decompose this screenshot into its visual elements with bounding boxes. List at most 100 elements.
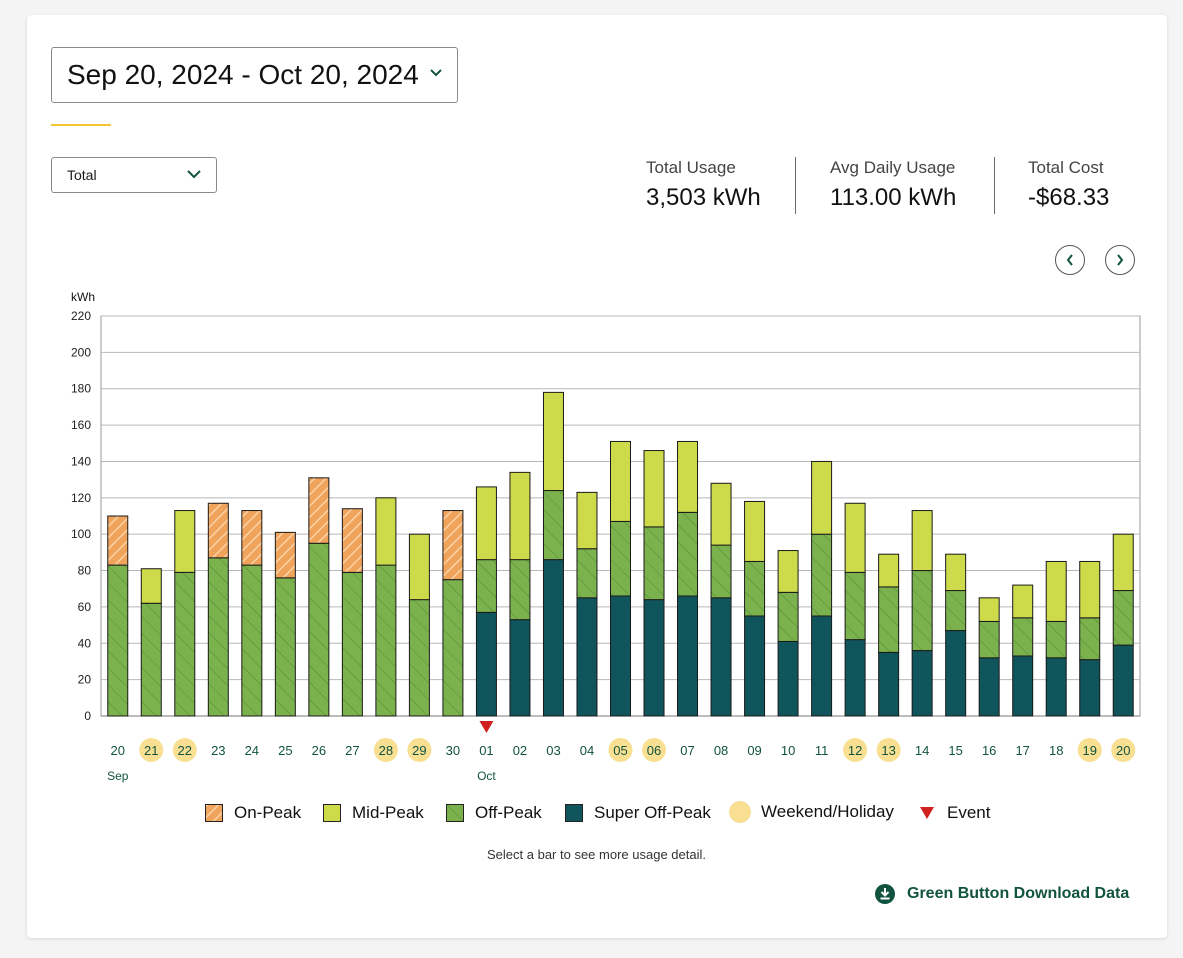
bar-segment-super-off-peak[interactable] [777,640,799,717]
bar-group[interactable] [610,440,631,717]
bar-segment-super-off-peak[interactable] [978,657,1000,717]
bar-segment-mid-peak[interactable] [509,471,531,561]
bar-group[interactable] [274,531,296,717]
bar-group[interactable] [744,500,766,717]
bar-segment-off-peak[interactable] [1112,590,1134,646]
bar-segment-super-off-peak[interactable] [677,595,699,717]
bar-segment-on-peak[interactable] [207,502,229,559]
bar-group[interactable] [1079,560,1101,717]
bar-segment-off-peak[interactable] [442,579,464,717]
bar-segment-mid-peak[interactable] [744,500,766,562]
bar-segment-off-peak[interactable] [107,564,129,717]
bar-group[interactable] [1012,584,1034,717]
bar-segment-mid-peak[interactable] [911,510,933,572]
bar-segment-on-peak[interactable] [107,515,129,566]
bar-group[interactable] [241,510,263,717]
bar-segment-mid-peak[interactable] [610,440,631,522]
bar-group[interactable] [375,497,397,717]
bar-group[interactable] [777,550,799,717]
bar-group[interactable] [308,477,330,717]
bar-segment-mid-peak[interactable] [777,550,799,593]
bar-segment-off-peak[interactable] [945,590,967,632]
bar-segment-off-peak[interactable] [475,559,497,613]
bar-segment-super-off-peak[interactable] [911,650,933,717]
bar-segment-off-peak[interactable] [744,560,766,617]
bar-segment-off-peak[interactable] [978,620,1000,659]
bar-segment-super-off-peak[interactable] [710,597,732,717]
bar-segment-off-peak[interactable] [207,557,229,717]
bar-group[interactable] [174,510,196,717]
bar-group[interactable] [442,510,464,717]
bar-segment-off-peak[interactable] [241,564,263,717]
bar-group[interactable] [978,597,1000,717]
bar-segment-off-peak[interactable] [844,571,866,641]
bar-segment-super-off-peak[interactable] [643,599,665,717]
bar-segment-off-peak[interactable] [576,548,598,599]
bar-segment-off-peak[interactable] [677,511,699,597]
bar-segment-mid-peak[interactable] [1079,560,1101,619]
green-button-download-link[interactable]: Green Button Download Data [875,884,1129,904]
bar-segment-off-peak[interactable] [274,577,296,717]
bar-group[interactable] [542,391,564,717]
bar-segment-mid-peak[interactable] [408,533,430,601]
bar-segment-super-off-peak[interactable] [1045,657,1067,717]
bar-segment-mid-peak[interactable] [1045,560,1067,622]
bar-segment-off-peak[interactable] [710,544,732,599]
bar-group[interactable] [710,482,732,717]
bar-segment-off-peak[interactable] [408,599,430,717]
bar-segment-super-off-peak[interactable] [844,639,866,717]
bar-group[interactable] [811,460,833,717]
bar-segment-off-peak[interactable] [1012,617,1034,657]
bar-segment-off-peak[interactable] [341,571,363,717]
bar-segment-mid-peak[interactable] [844,502,866,573]
bar-segment-on-peak[interactable] [341,508,363,573]
bar-group[interactable] [643,450,665,717]
bar-segment-on-peak[interactable] [274,531,296,579]
bar-segment-super-off-peak[interactable] [509,619,531,717]
bar-segment-mid-peak[interactable] [1012,584,1034,619]
bar-segment-off-peak[interactable] [643,526,665,601]
bar-segment-super-off-peak[interactable] [744,615,766,717]
bar-segment-off-peak[interactable] [811,533,833,617]
bar-segment-super-off-peak[interactable] [811,615,833,717]
bar-group[interactable] [576,491,598,717]
bar-segment-on-peak[interactable] [442,510,464,581]
bar-segment-mid-peak[interactable] [542,391,564,492]
bar-segment-mid-peak[interactable] [878,553,900,588]
bar-segment-super-off-peak[interactable] [945,630,967,717]
bar-group[interactable] [341,508,363,717]
bar-segment-off-peak[interactable] [509,559,531,621]
bar-group[interactable] [911,510,933,717]
bar-segment-off-peak[interactable] [1045,620,1067,659]
bar-segment-mid-peak[interactable] [677,440,699,513]
bar-segment-on-peak[interactable] [308,477,330,544]
bar-segment-mid-peak[interactable] [475,486,497,561]
bar-segment-mid-peak[interactable] [576,491,598,550]
bar-segment-off-peak[interactable] [610,520,631,597]
bar-group[interactable] [1112,533,1134,717]
bar-group[interactable] [1045,560,1067,717]
bar-segment-mid-peak[interactable] [140,568,162,604]
bar-segment-off-peak[interactable] [542,490,564,561]
bar-segment-mid-peak[interactable] [945,553,967,592]
bar-segment-super-off-peak[interactable] [1012,655,1034,717]
bar-segment-off-peak[interactable] [375,564,397,717]
bar-group[interactable] [408,533,430,717]
previous-period-button[interactable] [1055,245,1085,275]
bar-group[interactable] [140,568,162,717]
next-period-button[interactable] [1105,245,1135,275]
bar-segment-off-peak[interactable] [140,602,162,717]
bar-segment-mid-peak[interactable] [978,597,1000,622]
date-range-select[interactable]: Sep 20, 2024 - Oct 20, 2024 [51,47,458,103]
bar-segment-off-peak[interactable] [308,542,330,717]
bar-segment-mid-peak[interactable] [710,482,732,546]
bar-segment-on-peak[interactable] [241,510,263,566]
bar-segment-super-off-peak[interactable] [878,651,900,717]
bar-segment-super-off-peak[interactable] [610,595,631,717]
bar-segment-off-peak[interactable] [878,586,900,653]
bar-group[interactable] [945,553,967,717]
bar-segment-mid-peak[interactable] [643,450,665,528]
bar-segment-off-peak[interactable] [911,570,933,652]
bar-group[interactable] [878,553,900,717]
bar-segment-mid-peak[interactable] [811,460,833,535]
